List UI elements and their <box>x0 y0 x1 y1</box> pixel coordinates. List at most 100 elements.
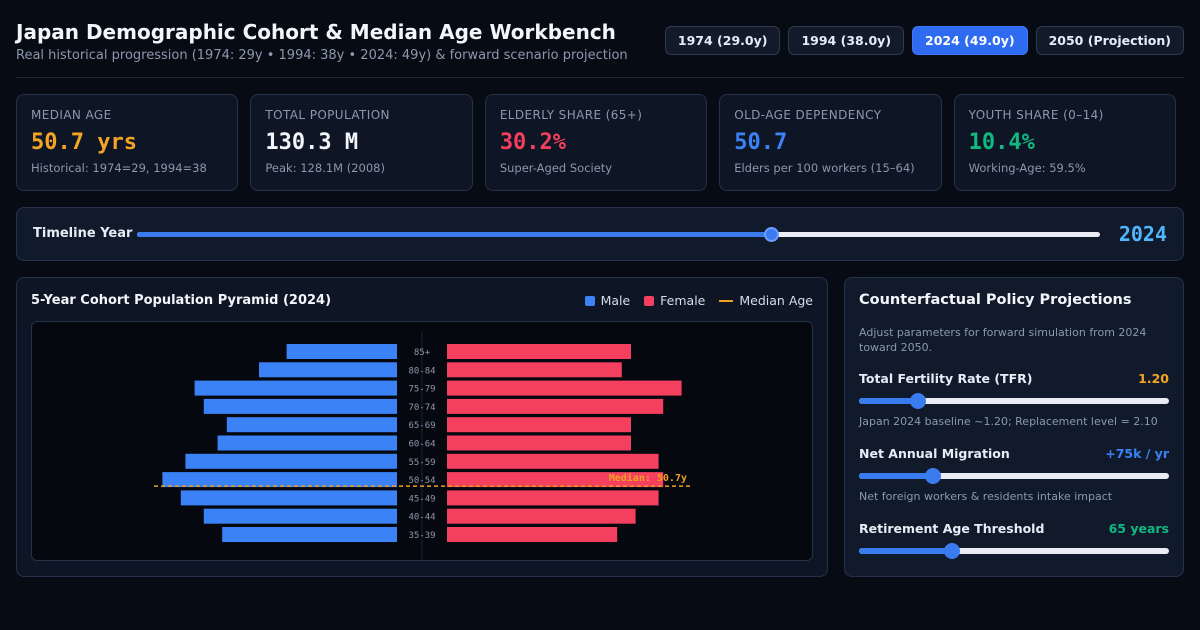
tfr-slider-thumb[interactable] <box>909 393 926 409</box>
timeline-slider-thumb[interactable] <box>763 227 779 242</box>
male-bar-55-59 <box>185 453 397 469</box>
age-group-label: 60-64 <box>408 440 435 450</box>
year-2050-button[interactable]: 2050 (Projection) <box>1035 26 1184 55</box>
kpi-value: 10.4% <box>968 130 1035 155</box>
male-bar-85+ <box>286 344 397 359</box>
kpi-sub: Super-Aged Society <box>499 161 613 175</box>
legend-median-label: Median Age <box>739 293 813 308</box>
age-group-label: 50-54 <box>408 476 435 486</box>
kpi-label: Elderly Share (65+) <box>499 108 643 122</box>
tfr-hint: Japan 2024 baseline ~1.20; Replacement l… <box>859 415 1158 428</box>
legend-median-swatch <box>719 299 734 302</box>
migration-hint: Net foreign workers & residents intake i… <box>859 490 1113 503</box>
tfr-slider[interactable] <box>859 393 1169 409</box>
age-group-label: 85+ <box>414 348 431 358</box>
migration-label: Net Annual Migration <box>859 446 1010 461</box>
timeline-slider[interactable] <box>137 227 1100 242</box>
legend-female-label: Female <box>660 293 706 308</box>
tfr-label: Total Fertility Rate (TFR) <box>859 371 1033 386</box>
migration-value: +75k / yr <box>1105 446 1169 461</box>
female-bar-85+ <box>447 344 631 359</box>
kpi-sub: Elders per 100 workers (15–64) <box>734 161 915 175</box>
page-title: Japan Demographic Cohort & Median Age Wo… <box>16 20 616 44</box>
age-group-label: 70-74 <box>408 403 435 413</box>
migration-slider-fill <box>859 473 934 479</box>
male-bar-35-39 <box>222 527 397 542</box>
kpi-sub: Working-Age: 59.5% <box>968 161 1086 175</box>
male-bar-80-84 <box>259 362 397 378</box>
timeline-year-value: 2024 <box>1118 222 1167 246</box>
migration-slider-thumb[interactable] <box>925 468 942 484</box>
kpi-value: 130.3 M <box>265 130 359 155</box>
kpi-youth-share: Youth Share (0–14) 10.4% Working-Age: 59… <box>953 94 1177 191</box>
page-subtitle: Real historical progression (1974: 29y •… <box>16 48 628 63</box>
age-group-label: 55-59 <box>408 458 435 468</box>
kpi-median-age: Median Age 50.7 yrs Historical: 1974=29,… <box>16 94 239 191</box>
female-bar-75-79 <box>447 380 682 396</box>
kpi-row: Median Age 50.7 yrs Historical: 1974=29,… <box>16 94 1177 191</box>
pyramid-title: 5-Year Cohort Population Pyramid (2024) <box>31 293 332 308</box>
legend-female: Female <box>644 293 705 308</box>
male-bar-45-49 <box>180 490 397 506</box>
male-bar-50-54 <box>162 472 397 488</box>
age-group-label: 35-39 <box>408 531 435 541</box>
retirement-slider-fill <box>859 548 952 554</box>
female-bar-70-74 <box>447 398 664 414</box>
kpi-sub: Peak: 128.1M (2008) <box>265 161 385 175</box>
policy-panel: Counterfactual Policy Projections Adjust… <box>844 277 1184 577</box>
age-group-label: 65-69 <box>408 421 435 431</box>
female-bar-45-49 <box>447 490 659 506</box>
kpi-value: 30.2% <box>499 130 567 155</box>
female-bar-55-59 <box>447 453 659 469</box>
age-group-label: 45-49 <box>408 494 435 504</box>
policy-title: Counterfactual Policy Projections <box>859 292 1132 308</box>
retirement-slider[interactable] <box>859 543 1169 559</box>
median-age-label: Median: 50.7y <box>609 472 687 484</box>
year-preset-buttons: 1974 (29.0y) 1994 (38.0y) 2024 (49.0y) 2… <box>664 26 1184 55</box>
female-bar-65-69 <box>447 417 631 433</box>
female-bar-50-54 <box>447 472 664 488</box>
year-1974-button[interactable]: 1974 (29.0y) <box>664 26 781 55</box>
legend-male-swatch <box>584 295 595 306</box>
age-group-label: 75-79 <box>408 385 435 395</box>
timeline-slider-fill <box>137 232 771 237</box>
female-bar-80-84 <box>447 362 622 378</box>
kpi-value: 50.7 yrs <box>31 130 137 155</box>
kpi-label: Total Population <box>265 108 390 122</box>
pyramid-chart: 85+ 80-84 75-79 70-74 65-69 60-64 55-59 50-54 45… <box>31 321 813 561</box>
kpi-label: Median Age <box>31 108 112 122</box>
female-bar-60-64 <box>447 435 631 451</box>
female-bar-35-39 <box>447 527 618 542</box>
kpi-sub: Historical: 1974=29, 1994=38 <box>31 161 207 175</box>
pyramid-legend: Male Female Median Age <box>584 293 813 308</box>
male-bar-40-44 <box>203 508 397 524</box>
year-1994-button[interactable]: 1994 (38.0y) <box>788 26 905 55</box>
retirement-slider-thumb[interactable] <box>944 543 960 559</box>
kpi-total-population: Total Population 130.3 M Peak: 128.1M (2… <box>250 94 473 191</box>
timeline-panel: Timeline Year 2024 <box>16 207 1184 261</box>
kpi-value: 50.7 <box>734 130 788 155</box>
age-group-label: 40-44 <box>408 513 435 523</box>
male-bar-70-74 <box>203 398 397 414</box>
female-bar-40-44 <box>447 508 636 524</box>
year-2024-button[interactable]: 2024 (49.0y) <box>912 26 1028 55</box>
male-bar-60-64 <box>217 435 397 451</box>
pyramid-svg: 85+ 80-84 75-79 70-74 65-69 60-64 55-59 50-54 45… <box>154 332 692 560</box>
policy-description: Adjust parameters for forward simulation… <box>859 326 1147 354</box>
migration-slider[interactable] <box>859 468 1169 484</box>
header: Japan Demographic Cohort & Median Age Wo… <box>16 18 1184 78</box>
legend-female-swatch <box>644 295 655 306</box>
age-group-label: 80-84 <box>408 366 435 376</box>
kpi-elderly-share: Elderly Share (65+) 30.2% Super-Aged Soc… <box>484 94 708 191</box>
male-bar-75-79 <box>194 380 397 396</box>
legend-median: Median Age <box>719 293 813 308</box>
pyramid-panel: 5-Year Cohort Population Pyramid (2024) … <box>16 277 828 577</box>
kpi-old-age-dependency: Old-Age Dependency 50.7 Elders per 100 w… <box>719 94 942 191</box>
legend-male: Male <box>584 293 631 308</box>
male-bar-65-69 <box>226 417 397 433</box>
kpi-label: Youth Share (0–14) <box>968 108 1104 122</box>
timeline-label: Timeline Year <box>33 226 133 241</box>
tfr-slider-fill <box>859 398 918 404</box>
legend-male-label: Male <box>600 293 631 308</box>
retirement-value: 65 years <box>1108 521 1169 536</box>
